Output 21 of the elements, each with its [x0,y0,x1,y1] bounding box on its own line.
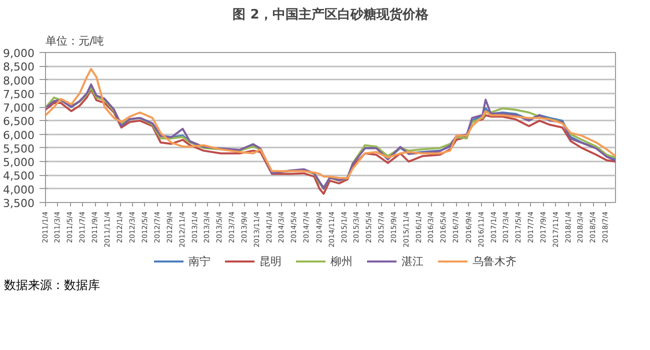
y-tick-label: 5,500 [3,142,35,156]
y-tick-label: 3,500 [3,197,35,210]
line-series [46,68,616,179]
y-tick-label: 8,500 [3,60,35,74]
legend-label: 南宁 [188,254,210,268]
legend-label: 湛江 [402,254,424,268]
y-tick-label: 7,000 [3,102,35,115]
y-tick-label: 6,000 [3,128,35,142]
y-tick-label: 4,500 [3,170,35,183]
y-tick-label: 8,000 [3,74,35,88]
y-tick-label: 5,000 [3,156,35,170]
source-note: 数据来源：数据库 [4,277,100,294]
y-tick-label: 9,000 [3,47,35,60]
y-tick-label: 7,500 [3,88,35,101]
y-tick-label: 4,000 [3,183,35,196]
y-tick-label: 6,500 [3,115,35,128]
legend-label: 乌鲁木齐 [472,254,516,268]
chart-title: 图 2，中国主产区白砂糖现货价格 [232,6,430,22]
y-axis-title: 单位：元/吨 [46,34,104,48]
legend-label: 昆明 [260,254,282,268]
legend-label: 柳州 [330,254,352,268]
